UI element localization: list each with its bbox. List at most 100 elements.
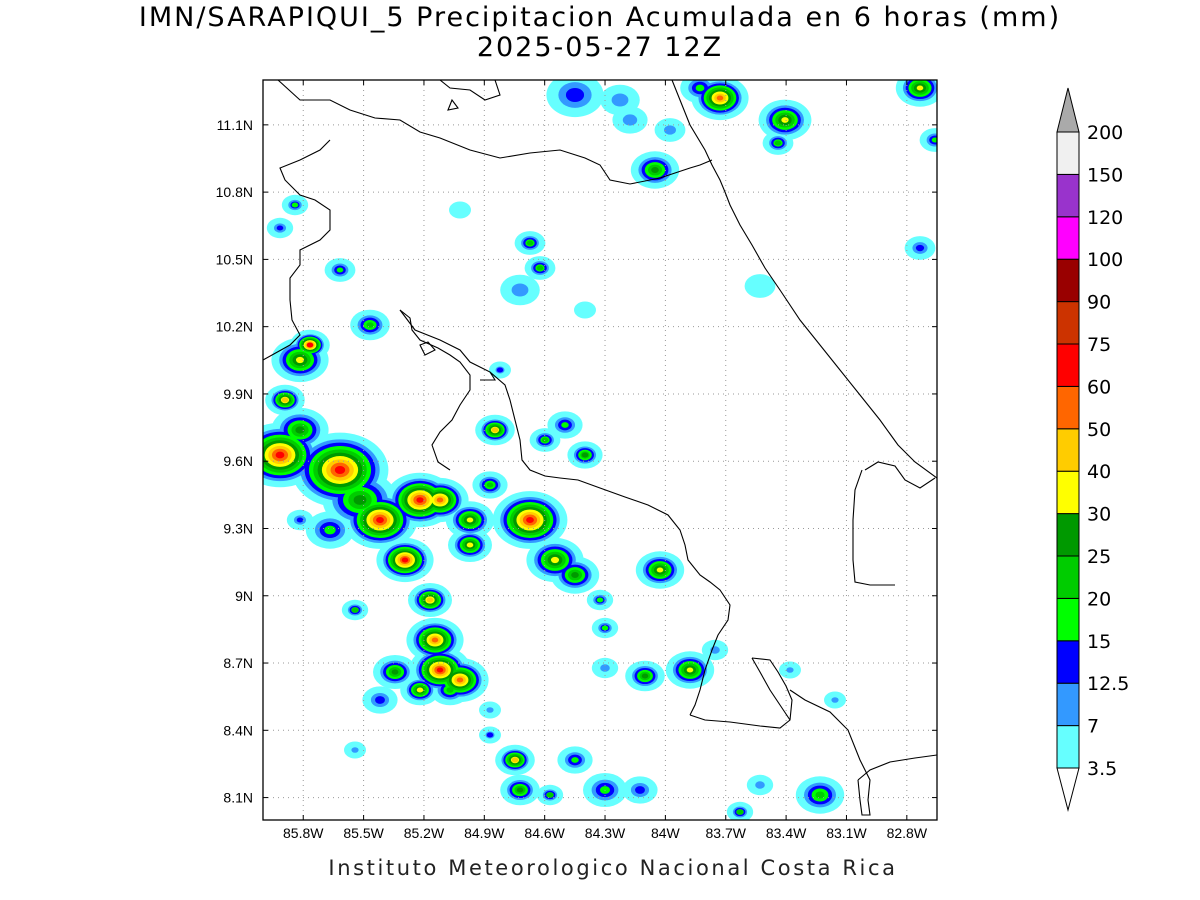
lat-tick-label: 8.4N — [223, 722, 253, 738]
colorbar-label: 150 — [1087, 164, 1123, 186]
lon-tick-label: 85.8W — [283, 825, 324, 841]
precip-blob — [426, 597, 434, 603]
lon-tick-label: 84.9W — [464, 825, 505, 841]
precip-blob — [486, 482, 494, 488]
colorbar-cell — [1056, 555, 1080, 599]
colorbar-cell — [1056, 597, 1080, 642]
precip-blob — [736, 809, 744, 815]
precip-blob — [526, 517, 534, 523]
lat-tick-label: 10.5N — [216, 251, 253, 267]
colorbar-label: 60 — [1087, 376, 1111, 398]
colorbar-cell — [1056, 258, 1080, 303]
lon-tick-label: 85.2W — [404, 825, 445, 841]
precip-blob — [596, 597, 604, 603]
precip-blob — [291, 202, 299, 208]
precip-blob — [600, 664, 610, 672]
precip-blob — [336, 267, 344, 273]
precip-blob — [295, 426, 305, 434]
precip-blob — [744, 274, 776, 298]
map-title: IMN/SARAPIQUI_5 Precipitacion Acumulada … — [138, 2, 1062, 33]
lat-tick-label: 9N — [235, 588, 253, 604]
colorbar-cell — [1056, 725, 1080, 769]
colorbar-cell — [1056, 513, 1080, 557]
lon-tick-label: 84W — [651, 825, 681, 841]
precip-blob — [656, 567, 664, 573]
precip-blob — [334, 466, 346, 474]
precip-blob — [296, 517, 304, 523]
precip-blob — [571, 757, 579, 763]
precip-blob — [774, 140, 782, 146]
precip-blob — [574, 301, 596, 319]
colorbar-label: 90 — [1087, 292, 1111, 314]
lake-shore — [439, 80, 501, 101]
precip-blob — [353, 495, 367, 505]
colorbar-cell — [1056, 640, 1080, 684]
precip-blob — [651, 167, 659, 173]
precip-blob — [686, 667, 694, 673]
precip-blob — [831, 697, 839, 703]
lon-tick-label: 83.7W — [706, 825, 747, 841]
island — [447, 98, 459, 111]
precip-blob — [516, 787, 524, 793]
precip-blob — [561, 422, 569, 428]
colorbar-cell — [1056, 470, 1080, 515]
south-coast — [857, 754, 937, 781]
lat-tick-label: 10.2N — [216, 319, 253, 335]
precip-blob — [931, 137, 937, 143]
lon-tick-label: 84.6W — [524, 825, 565, 841]
burica — [789, 689, 871, 816]
axis-ticks — [263, 80, 937, 820]
colorbar-cell — [1056, 216, 1080, 260]
precip-blob — [449, 201, 471, 219]
precip-blob — [581, 452, 589, 458]
precip-blob — [781, 117, 789, 123]
precip-blob — [375, 696, 385, 704]
precip-blob — [916, 85, 924, 91]
coastline-borders — [263, 80, 937, 816]
pacific-coast — [263, 139, 331, 361]
precip-blob — [565, 87, 585, 103]
lon-tick-label: 83.4W — [766, 825, 807, 841]
precip-blob — [401, 557, 409, 563]
precip-blob — [511, 283, 529, 297]
lat-tick-label: 10.8N — [216, 184, 253, 200]
precip-blob — [324, 525, 336, 535]
colorbar-label: 100 — [1087, 249, 1123, 271]
gulf-nicoya — [419, 341, 436, 356]
colorbar-label: 30 — [1087, 504, 1111, 526]
colorbar-label: 25 — [1087, 546, 1111, 568]
precip-blob — [456, 677, 464, 683]
colorbar-label: 120 — [1087, 207, 1123, 229]
colorbar-cell — [1056, 301, 1080, 345]
precip-blob — [276, 225, 284, 231]
precip-blob — [511, 757, 519, 763]
precip-blob — [786, 667, 794, 673]
precip-blob — [351, 747, 359, 753]
precip-blob — [815, 791, 825, 799]
coast-central — [489, 371, 731, 716]
precip-blob — [275, 451, 285, 459]
precip-blob — [664, 125, 676, 135]
colorbar-cell — [1056, 428, 1080, 472]
gulf-nicoya — [399, 309, 471, 471]
footer-credit: Instituto Meteorologico Nacional Costa R… — [328, 856, 898, 880]
panama-border — [864, 461, 936, 489]
map-subtitle-date: 2025-05-27 12Z — [476, 32, 724, 63]
colorbar-label: 40 — [1087, 461, 1111, 483]
precip-blob — [491, 427, 499, 433]
precip-blob — [601, 625, 609, 631]
colorbar-cell — [1056, 385, 1080, 430]
lon-tick-label: 84.3W — [585, 825, 626, 841]
colorbar-cell — [1056, 173, 1080, 218]
precip-blob — [416, 497, 424, 503]
precip-blob — [436, 497, 444, 503]
precip-blob — [641, 673, 649, 679]
precip-blob — [295, 356, 305, 364]
precip-blob — [695, 84, 705, 92]
border-line — [277, 80, 713, 185]
longitude-tick-labels: 85.8W 85.5W 85.2W 84.9W 84.6W 84.3W 84W 83.7W 83… — [283, 825, 928, 841]
precip-blob — [431, 637, 439, 643]
precip-blob — [376, 517, 384, 523]
colorbar-overflow-arrow — [1056, 87, 1080, 133]
precip-blob — [716, 95, 724, 101]
